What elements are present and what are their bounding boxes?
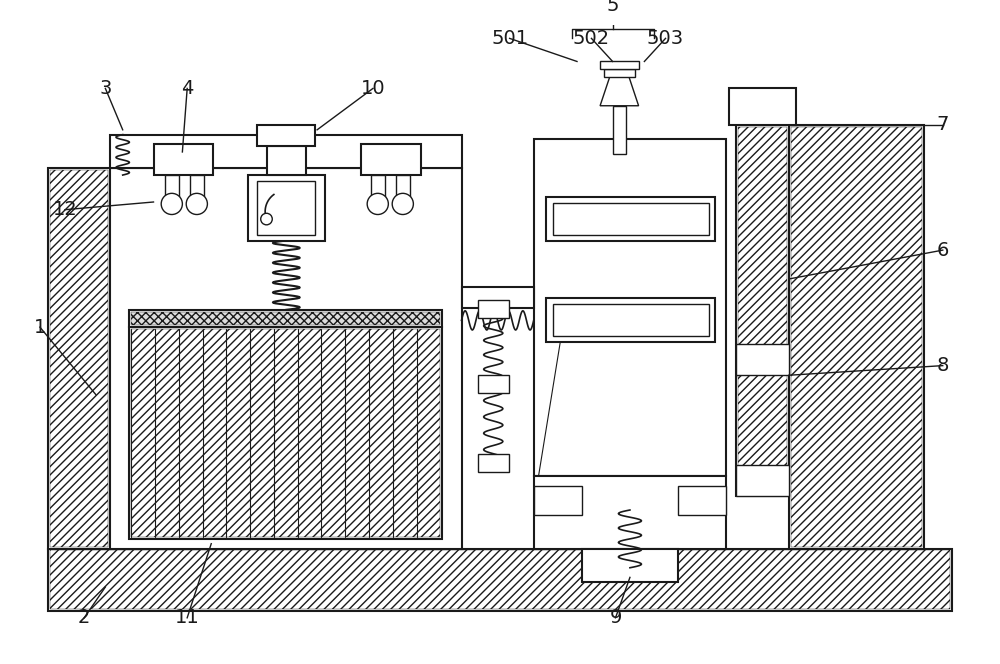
Bar [48,168,110,548]
Bar [462,287,534,308]
Text: 6: 6 [937,240,949,260]
Bar [478,375,509,392]
Polygon shape [600,77,639,106]
Bar [729,88,796,125]
Text: 503: 503 [647,29,684,48]
Circle shape [161,193,182,214]
Bar [257,181,315,235]
Text: 10: 10 [361,79,385,98]
Bar [534,139,726,476]
Text: 502: 502 [573,29,610,48]
Circle shape [367,193,388,214]
Bar [613,106,626,154]
Text: 11: 11 [175,608,200,627]
Bar [110,135,462,168]
Bar [371,175,385,202]
Bar [534,476,726,548]
Bar [267,146,306,175]
Bar [129,327,442,539]
Text: 12: 12 [53,201,77,219]
Bar [361,144,421,175]
Bar [678,486,726,515]
Bar [50,170,108,546]
Text: 2: 2 [78,608,90,627]
Bar [789,125,924,548]
Text: 3: 3 [99,79,112,98]
Bar [248,175,325,240]
Bar [600,62,639,69]
Bar [582,548,678,582]
Bar [165,175,179,202]
Bar [478,454,509,471]
Bar [736,345,789,375]
Text: 9: 9 [609,608,622,627]
Text: 1: 1 [34,317,46,337]
Bar [129,310,442,327]
Bar [110,168,462,548]
Bar [131,329,440,537]
Bar [396,175,410,202]
Text: 501: 501 [491,29,528,48]
Bar [546,298,715,341]
Circle shape [392,193,413,214]
Bar [791,127,922,546]
Text: 4: 4 [181,79,193,98]
Text: 7: 7 [937,116,949,135]
Bar [738,127,787,493]
Bar [736,465,789,495]
Text: 8: 8 [937,356,949,375]
Bar [190,175,204,202]
Bar [736,125,789,495]
Bar [50,550,950,609]
Bar [154,144,213,175]
Bar [553,304,709,336]
Circle shape [186,193,207,214]
Circle shape [261,213,272,225]
Bar [553,203,709,235]
Bar [131,311,440,325]
Bar [546,197,715,240]
Bar [604,69,635,77]
Bar [534,486,582,515]
Text: 5: 5 [606,0,619,15]
Bar [48,548,952,611]
Bar [257,125,315,146]
Bar [478,300,509,317]
